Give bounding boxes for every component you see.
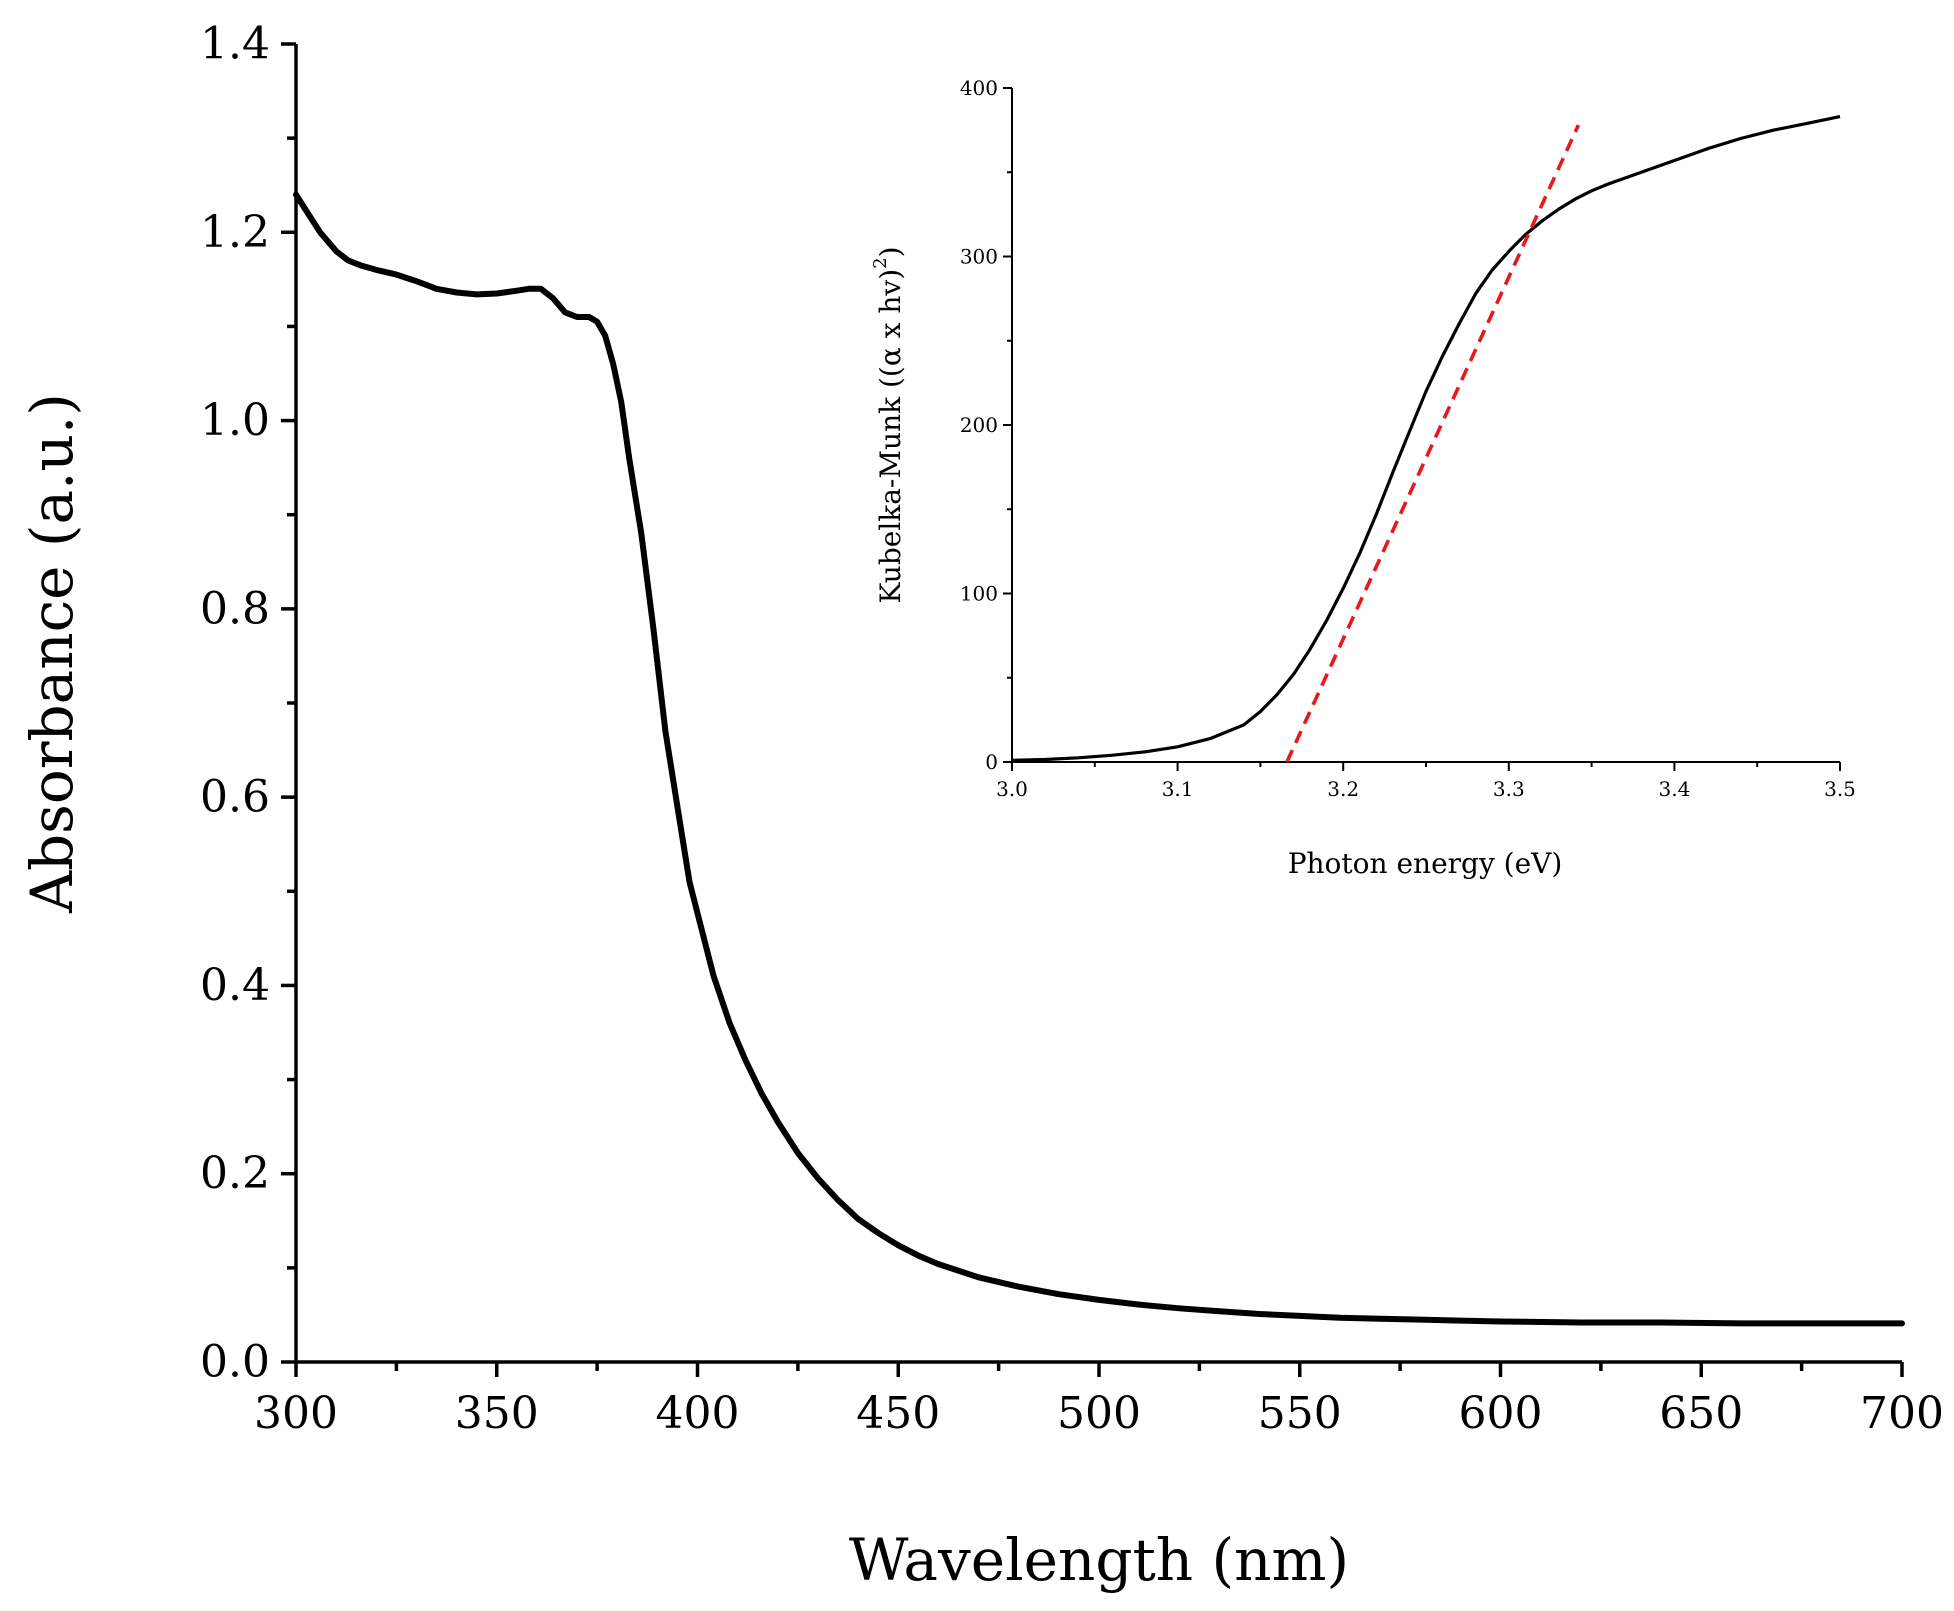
- inset-x-tick-label: 3.2: [1327, 777, 1359, 801]
- main-tick-marks: [281, 42, 1904, 1377]
- inset-y-axis-label-superscript: 2: [870, 257, 891, 268]
- inset-y-axis-label-main: Kubelka-Munk ((α x hv): [874, 269, 907, 604]
- inset-y-tick-label: 200: [960, 413, 998, 437]
- inset-x-tick-label: 3.4: [1658, 777, 1690, 801]
- inset-x-tick-label: 3.1: [1162, 777, 1194, 801]
- main-y-tick-label: 1.2: [200, 207, 270, 258]
- main-x-axis-label: Wavelength (nm): [849, 1526, 1349, 1594]
- main-x-tick-label: 350: [455, 1388, 539, 1439]
- main-y-tick-labels: 0.0 0.2 0.4 0.6 0.8 1.0 1.2 1.4: [200, 19, 270, 1388]
- main-x-tick-label: 450: [856, 1388, 940, 1439]
- kubelka-munk-curve: [1011, 115, 1841, 762]
- main-x-tick-label: 700: [1860, 1388, 1944, 1439]
- main-x-tick-label: 650: [1659, 1388, 1743, 1439]
- linear-fit-line: [1285, 124, 1581, 763]
- main-x-tick-label: 300: [254, 1388, 338, 1439]
- inset-x-tick-label: 3.5: [1824, 777, 1856, 801]
- main-y-tick-label: 1.4: [200, 19, 270, 70]
- main-y-tick-label: 1.0: [200, 395, 270, 446]
- main-y-tick-label: 0.8: [200, 583, 270, 634]
- main-x-tick-label: 500: [1057, 1388, 1141, 1439]
- main-y-tick-label: 0.6: [200, 772, 270, 823]
- inset-x-tick-labels: 3.0 3.1 3.2 3.3 3.4 3.5: [996, 777, 1856, 801]
- main-y-tick-label: 0.2: [200, 1148, 270, 1199]
- inset-y-tick-labels: 0 100 200 300 400: [960, 76, 998, 774]
- inset-chart: 3.0 3.1 3.2 3.3 3.4 3.5 0 100 200 300 400 Photon …: [870, 76, 1856, 880]
- inset-y-tick-label: 400: [960, 76, 998, 100]
- main-x-tick-label: 400: [656, 1388, 740, 1439]
- inset-tick-marks: [1003, 87, 1841, 771]
- main-y-tick-label: 0.4: [200, 960, 270, 1011]
- main-y-tick-label: 0.0: [200, 1337, 270, 1388]
- inset-y-axis-label-close: ): [874, 246, 907, 257]
- inset-x-tick-label: 3.0: [996, 777, 1028, 801]
- inset-y-tick-label: 300: [960, 245, 998, 269]
- inset-y-tick-label: 0: [985, 750, 998, 774]
- inset-y-tick-label: 100: [960, 582, 998, 606]
- main-x-tick-label: 600: [1459, 1388, 1543, 1439]
- main-y-axis-label: Absorbance (a.u.): [18, 393, 86, 914]
- absorbance-curve: [293, 191, 1905, 1327]
- inset-y-axis-label: Kubelka-Munk ((α x hv)2): [870, 246, 907, 603]
- main-x-tick-label: 550: [1258, 1388, 1342, 1439]
- main-x-tick-labels: 300 350 400 450 500 550 600 650 700: [254, 1388, 1944, 1439]
- inset-x-tick-label: 3.3: [1493, 777, 1525, 801]
- main-chart: 300 350 400 450 500 550 600 650 700 0.0 0.2 0.4 0.6…: [18, 19, 1944, 1595]
- inset-x-axis-label: Photon energy (eV): [1288, 847, 1563, 880]
